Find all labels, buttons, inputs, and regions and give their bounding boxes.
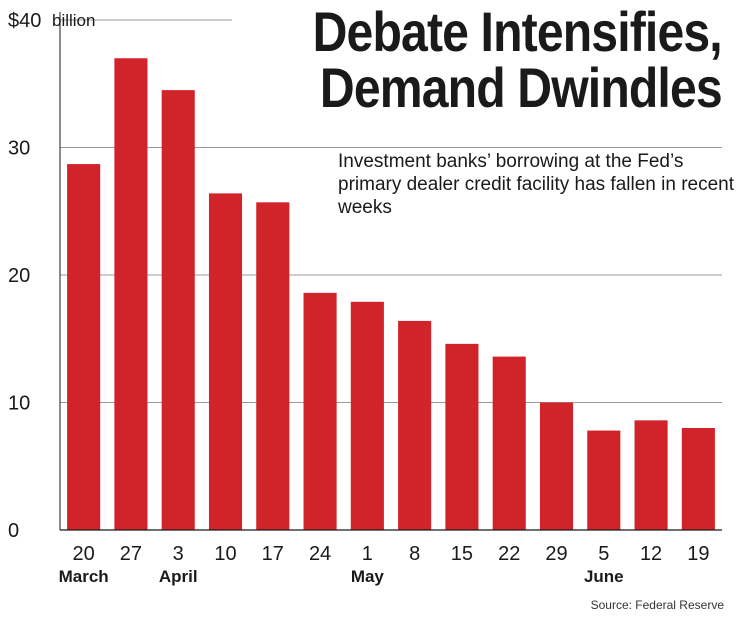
x-tick-label: 29 <box>545 543 567 565</box>
x-tick-label: 1 <box>362 543 373 565</box>
y-unit-label: billion <box>52 11 95 30</box>
chart-title-line-2: Demand Dwindles <box>320 56 723 119</box>
title-backdrop <box>232 0 732 138</box>
chart-title: Debate Intensifies, Demand Dwindles <box>312 0 723 119</box>
bar <box>492 356 526 530</box>
x-tick-label: 3 <box>173 543 184 565</box>
y-tick-label: $40 <box>8 10 41 32</box>
month-label: April <box>159 567 198 586</box>
bar <box>398 320 432 530</box>
chart-subtitle: Investment banks’ borrowing at the Fed’s… <box>320 150 738 226</box>
y-tick-label: 20 <box>8 265 30 287</box>
x-tick-label: 20 <box>73 543 95 565</box>
x-tick-label: 12 <box>640 543 662 565</box>
bar <box>256 202 290 530</box>
x-tick-label: 8 <box>409 543 420 565</box>
x-tick-label: 15 <box>451 543 473 565</box>
bar <box>587 430 621 530</box>
y-tick-label: 0 <box>8 520 19 542</box>
month-label: March <box>59 567 109 586</box>
x-tick-label: 10 <box>214 543 236 565</box>
y-tick-label: 30 <box>8 138 30 160</box>
x-tick-label: 17 <box>262 543 284 565</box>
bar <box>634 420 668 530</box>
x-tick-label: 5 <box>598 543 609 565</box>
bar <box>681 428 715 530</box>
bar <box>67 164 101 530</box>
x-tick-label: 24 <box>309 543 331 565</box>
month-label: May <box>351 567 385 586</box>
bar <box>161 90 195 530</box>
x-tick-label: 22 <box>498 543 520 565</box>
bar <box>539 402 574 530</box>
bar <box>114 58 148 530</box>
y-tick-label: 10 <box>8 393 30 415</box>
bar <box>208 193 243 530</box>
x-tick-label: 27 <box>120 543 142 565</box>
x-tick-label: 19 <box>687 543 709 565</box>
bar <box>350 301 384 530</box>
bar <box>303 292 337 530</box>
chart-title-line-1: Debate Intensifies, <box>312 0 723 63</box>
bar <box>445 343 479 530</box>
month-label: June <box>584 567 624 586</box>
source-note: Source: Federal Reserve <box>590 598 724 612</box>
